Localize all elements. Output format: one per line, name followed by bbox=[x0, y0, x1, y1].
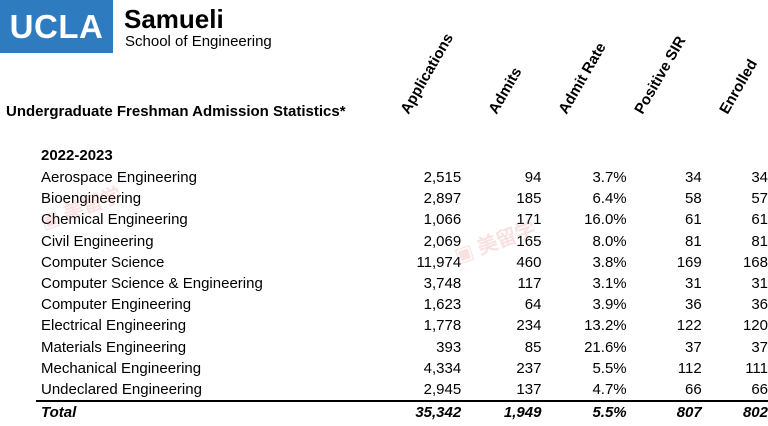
table-row: Electrical Engineering 1,778 234 13.2% 122 12… bbox=[36, 315, 768, 336]
row-enrolled: 36 bbox=[751, 296, 768, 314]
row-applications: 1,778 bbox=[423, 317, 462, 335]
row-admit-rate: 16.0% bbox=[584, 211, 627, 229]
total-name: Total bbox=[36, 400, 379, 424]
row-admit-rate: 3.9% bbox=[592, 296, 627, 314]
row-admits: 171 bbox=[516, 211, 542, 229]
row-positive-sir: 37 bbox=[685, 338, 702, 356]
row-admit-rate: 13.2% bbox=[584, 317, 627, 335]
row-admit-rate: 4.7% bbox=[592, 380, 627, 398]
row-positive-sir: 34 bbox=[685, 169, 702, 187]
table-row: Materials Engineering 393 85 21.6% 37 37 bbox=[36, 337, 768, 358]
total-admits: 1,949 bbox=[461, 400, 542, 424]
column-header-admit-rate: Admit Rate bbox=[555, 39, 610, 117]
row-admit-rate: 21.6% bbox=[584, 338, 627, 356]
row-name: Undeclared Engineering bbox=[41, 380, 202, 398]
row-positive-sir: 122 bbox=[676, 317, 702, 335]
column-header-positive-sir: Positive SIR bbox=[631, 33, 690, 118]
table-row: Bioengineering 2,897 185 6.4% 58 57 bbox=[36, 188, 768, 209]
row-applications: 11,974 bbox=[416, 253, 462, 271]
row-admits: 460 bbox=[516, 253, 542, 271]
row-name: Computer Science bbox=[41, 253, 165, 271]
row-positive-sir: 66 bbox=[685, 380, 702, 398]
table-row: Mechanical Engineering 4,334 237 5.5% 112 111 bbox=[36, 358, 768, 379]
row-positive-sir: 112 bbox=[677, 359, 702, 377]
row-enrolled: 34 bbox=[751, 169, 768, 187]
row-admits: 137 bbox=[516, 380, 542, 398]
row-positive-sir: 81 bbox=[685, 232, 702, 250]
row-admit-rate: 3.7% bbox=[592, 169, 627, 187]
row-admit-rate: 8.0% bbox=[592, 232, 627, 250]
total-admit-rate: 5.5% bbox=[541, 400, 627, 424]
page-title: Undergraduate Freshman Admission Statist… bbox=[6, 103, 346, 120]
row-enrolled: 57 bbox=[751, 190, 768, 208]
row-applications: 4,334 bbox=[423, 359, 462, 377]
row-applications: 2,945 bbox=[423, 380, 462, 398]
row-admit-rate: 3.8% bbox=[592, 253, 627, 271]
row-name: Computer Engineering bbox=[41, 296, 192, 314]
row-enrolled: 31 bbox=[751, 275, 768, 293]
row-applications: 393 bbox=[436, 338, 462, 356]
row-positive-sir: 31 bbox=[685, 275, 702, 293]
row-applications: 3,748 bbox=[423, 275, 462, 293]
row-enrolled: 120 bbox=[742, 317, 768, 335]
row-admits: 237 bbox=[516, 359, 542, 377]
table-row: Computer Science 11,974 460 3.8% 169 168 bbox=[36, 252, 768, 273]
row-admit-rate: 6.4% bbox=[592, 190, 627, 208]
row-name: Materials Engineering bbox=[41, 338, 187, 356]
row-applications: 2,515 bbox=[423, 169, 462, 187]
column-header-admits: Admits bbox=[485, 64, 526, 117]
row-name: Bioengineering bbox=[41, 190, 142, 208]
row-enrolled: 61 bbox=[751, 211, 768, 229]
column-header-applications: Applications bbox=[397, 30, 458, 117]
row-enrolled: 81 bbox=[751, 232, 768, 250]
row-name: Mechanical Engineering bbox=[41, 359, 202, 377]
row-positive-sir: 58 bbox=[685, 190, 702, 208]
total-applications: 35,342 bbox=[378, 400, 462, 424]
total-enrolled: 802 bbox=[701, 400, 768, 424]
row-enrolled: 168 bbox=[742, 253, 768, 271]
table-row: Civil Engineering 2,069 165 8.0% 81 81 bbox=[36, 231, 768, 252]
column-header-enrolled: Enrolled bbox=[716, 56, 762, 117]
row-name: Chemical Engineering bbox=[41, 211, 188, 229]
row-positive-sir: 169 bbox=[676, 253, 702, 271]
row-admits: 165 bbox=[516, 232, 542, 250]
row-admits: 85 bbox=[524, 338, 542, 356]
row-applications: 2,897 bbox=[423, 190, 462, 208]
admission-table: Aerospace Engineering 2,515 94 3.7% 34 34 Bioe… bbox=[36, 167, 768, 424]
row-admits: 94 bbox=[524, 169, 542, 187]
table-row: Computer Engineering 1,623 64 3.9% 36 36 bbox=[36, 294, 768, 315]
brand-name: Samueli bbox=[124, 4, 224, 34]
row-name: Aerospace Engineering bbox=[41, 169, 197, 187]
row-positive-sir: 36 bbox=[685, 296, 702, 314]
row-admit-rate: 3.1% bbox=[592, 275, 627, 293]
row-enrolled: 111 bbox=[745, 359, 768, 377]
table-row: Undeclared Engineering 2,945 137 4.7% 66 66 bbox=[36, 379, 768, 401]
row-name: Computer Science & Engineering bbox=[41, 275, 263, 293]
total-row: Total 35,342 1,949 5.5% 807 802 bbox=[36, 400, 768, 424]
ucla-logo: UCLA bbox=[0, 0, 113, 53]
row-admit-rate: 5.5% bbox=[592, 359, 627, 377]
table-row: Computer Science & Engineering 3,748 117 3.… bbox=[36, 273, 768, 294]
year-label: 2022-2023 bbox=[41, 147, 113, 164]
row-applications: 1,623 bbox=[423, 296, 462, 314]
row-enrolled: 37 bbox=[751, 338, 768, 356]
row-admits: 64 bbox=[524, 296, 542, 314]
row-applications: 1,066 bbox=[423, 211, 462, 229]
table-row: Chemical Engineering 1,066 171 16.0% 61 61 bbox=[36, 209, 768, 230]
row-positive-sir: 61 bbox=[685, 211, 702, 229]
row-enrolled: 66 bbox=[751, 380, 768, 398]
brand-subtitle: School of Engineering bbox=[125, 33, 272, 50]
row-admits: 185 bbox=[516, 190, 542, 208]
row-admits: 117 bbox=[517, 275, 542, 293]
total-positive-sir: 807 bbox=[626, 400, 702, 424]
table-row: Aerospace Engineering 2,515 94 3.7% 34 34 bbox=[36, 167, 768, 188]
row-name: Electrical Engineering bbox=[41, 317, 187, 335]
row-applications: 2,069 bbox=[423, 232, 462, 250]
row-name: Civil Engineering bbox=[41, 232, 154, 250]
row-admits: 234 bbox=[516, 317, 542, 335]
